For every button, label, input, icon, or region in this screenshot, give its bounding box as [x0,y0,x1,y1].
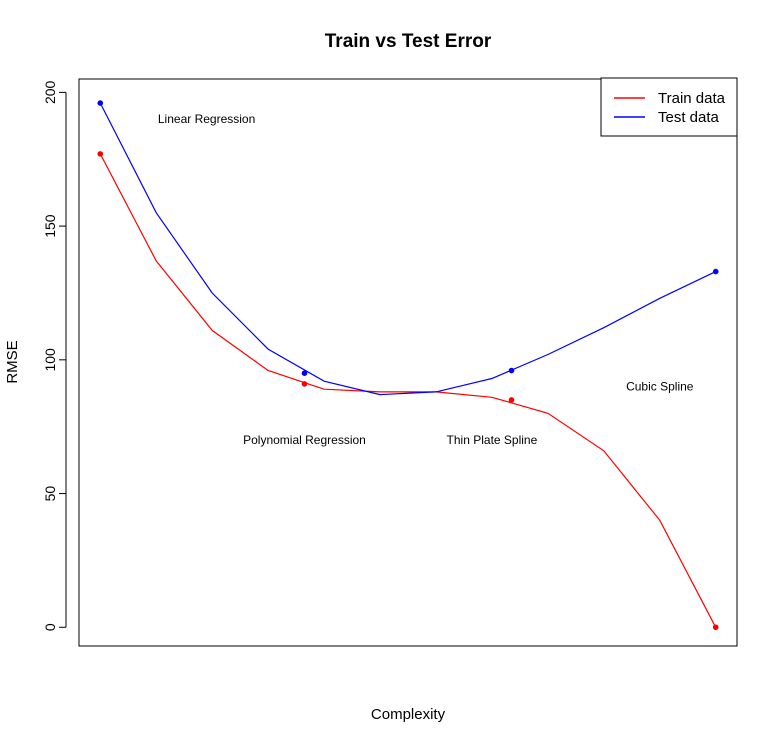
plot-frame [78,78,738,647]
series-lines [99,102,717,628]
series-line-train-data [99,153,717,628]
annotation-label: Polynomial Regression [243,433,366,447]
highlight-points [97,100,719,631]
y-tick-label: 50 [42,486,58,502]
legend-label: Test data [658,109,720,126]
legend-box [600,77,738,137]
chart-title: Train vs Test Error [325,31,492,52]
data-point [97,100,104,106]
data-point [97,151,104,157]
annotation-label: Cubic Spline [626,380,694,394]
data-point [712,268,719,275]
y-tick-label: 200 [42,80,58,104]
y-axis: 0 50 100 150 200 [42,80,67,631]
annotation-label: Linear Regression [158,112,255,126]
x-axis-label: Complexity [371,706,446,723]
legend: Train data Test data [600,77,738,137]
legend-label: Train data [658,90,726,107]
annotation-label: Thin Plate Spline [447,433,538,447]
y-tick-label: 150 [42,214,58,238]
y-tick-label: 0 [42,623,58,631]
data-point [712,624,719,631]
data-point [301,381,308,387]
data-point [301,370,308,376]
annotations: Linear Regression Polynomial Regression Th… [158,112,694,447]
data-point [508,367,515,374]
data-point [508,397,515,403]
series-line-test-data [99,102,716,396]
y-tick-label: 100 [42,348,58,372]
y-axis-label: RMSE [4,340,21,383]
